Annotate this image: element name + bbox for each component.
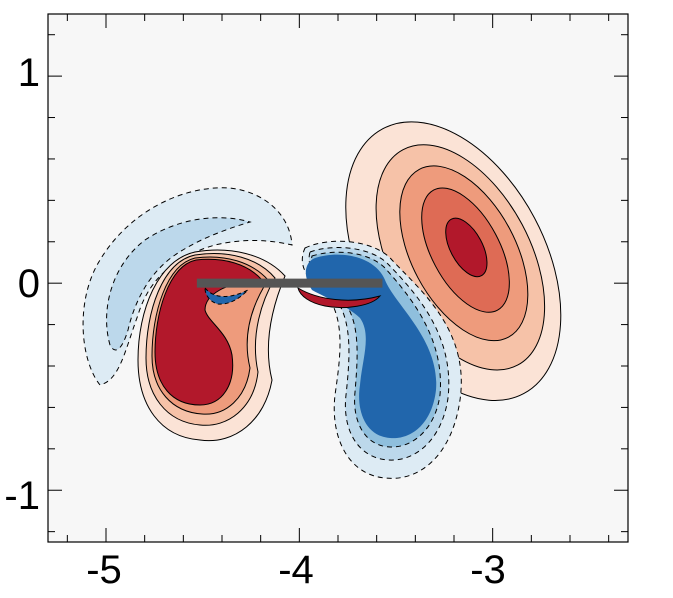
positive-pocket-right-plate bbox=[297, 286, 382, 309]
contour-field bbox=[82, 121, 562, 479]
negative-pocket-left-tip bbox=[204, 286, 249, 305]
contour-level-5 bbox=[445, 217, 488, 278]
x-tick-label: -5 bbox=[86, 548, 122, 592]
y-tick-label: 0 bbox=[18, 262, 40, 306]
negative-lobe-upper-left bbox=[82, 187, 293, 386]
x-tick-label: -3 bbox=[470, 548, 506, 592]
y-tick-label: -1 bbox=[4, 474, 40, 518]
x-tick-label: -4 bbox=[278, 548, 314, 592]
y-tick-label: 1 bbox=[18, 51, 40, 95]
negative-lobe-upper-left-inner bbox=[106, 217, 252, 351]
axis-ticks bbox=[48, 14, 628, 542]
